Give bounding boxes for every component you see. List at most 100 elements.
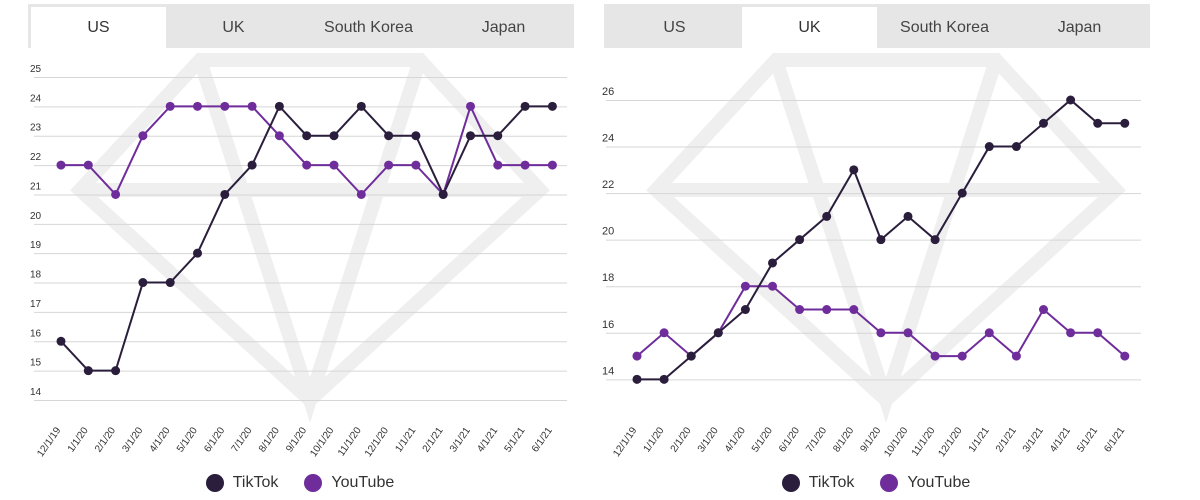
data-point-youtube xyxy=(1093,328,1103,338)
y-tick-label: 24 xyxy=(30,93,42,104)
y-tick-label: 23 xyxy=(30,123,42,134)
x-tick-label: 1/1/21 xyxy=(967,425,992,454)
data-point-tiktok xyxy=(632,374,642,384)
data-point-youtube xyxy=(83,160,93,170)
data-point-tiktok xyxy=(686,351,696,361)
data-point-youtube xyxy=(56,160,66,170)
x-tick-label: 1/1/20 xyxy=(642,425,667,454)
x-tick-label: 4/1/21 xyxy=(1048,425,1073,454)
data-point-youtube xyxy=(220,101,230,111)
country-tabs: US UK South Korea Japan xyxy=(604,4,1150,48)
x-tick-label: 9/1/20 xyxy=(858,425,883,454)
data-point-youtube xyxy=(795,305,805,315)
data-point-tiktok xyxy=(1066,95,1076,105)
data-point-youtube xyxy=(822,305,832,315)
x-tick-label: 10/1/20 xyxy=(308,425,336,459)
chart-legend: TikTok YouTube xyxy=(20,474,580,492)
y-tick-label: 22 xyxy=(602,179,614,191)
x-tick-label: 7/1/20 xyxy=(230,425,255,454)
data-point-tiktok xyxy=(768,258,777,268)
data-point-youtube xyxy=(193,101,202,111)
x-tick-label: 12/1/19 xyxy=(611,425,639,459)
data-point-tiktok xyxy=(384,131,394,141)
x-tick-label: 5/1/21 xyxy=(503,425,528,454)
data-point-youtube xyxy=(520,160,530,170)
data-point-tiktok xyxy=(520,101,530,111)
data-point-youtube xyxy=(411,160,421,170)
legend-label: TikTok xyxy=(808,474,855,491)
x-tick-label: 6/1/20 xyxy=(202,425,227,454)
series-line-youtube xyxy=(636,285,1126,358)
data-point-youtube xyxy=(740,281,750,291)
data-point-tiktok xyxy=(547,101,557,111)
tab-south-korea[interactable]: South Korea xyxy=(900,18,989,36)
x-tick-label: 12/1/20 xyxy=(937,425,965,459)
tab-us[interactable]: US xyxy=(31,7,166,48)
legend-item-youtube[interactable]: YouTube xyxy=(880,474,970,492)
data-point-tiktok xyxy=(56,336,66,346)
x-tick-label: 2/1/21 xyxy=(994,425,1019,454)
data-point-tiktok xyxy=(1093,118,1103,128)
data-point-tiktok xyxy=(876,235,886,245)
data-point-tiktok xyxy=(83,366,93,376)
data-point-youtube xyxy=(274,131,284,141)
tab-us[interactable]: US xyxy=(663,18,686,36)
data-point-tiktok xyxy=(411,131,421,141)
data-point-tiktok xyxy=(740,305,750,315)
legend-item-youtube[interactable]: YouTube xyxy=(304,474,394,492)
tab-japan[interactable]: Japan xyxy=(1057,18,1102,36)
data-point-tiktok xyxy=(247,160,257,170)
data-point-youtube xyxy=(384,160,394,170)
legend-item-tiktok[interactable]: TikTok xyxy=(781,474,855,492)
x-tick-label: 11/1/20 xyxy=(336,425,364,458)
y-tick-label: 14 xyxy=(602,365,614,377)
data-point-tiktok xyxy=(329,131,339,141)
x-tick-label: 2/1/20 xyxy=(669,425,694,454)
legend-label: TikTok xyxy=(232,474,279,491)
x-tick-label: 12/1/20 xyxy=(363,425,391,459)
x-tick-label: 1/1/21 xyxy=(393,425,418,454)
chart-legend: TikTok YouTube xyxy=(596,474,1156,492)
data-point-tiktok xyxy=(1011,142,1021,152)
x-tick-label: 2/1/21 xyxy=(421,425,446,454)
data-point-tiktok xyxy=(957,188,967,198)
x-tick-label: 8/1/20 xyxy=(257,425,282,454)
x-tick-label: 10/1/20 xyxy=(882,425,910,459)
x-tick-label: 12/1/19 xyxy=(35,425,63,459)
data-point-youtube xyxy=(466,101,475,111)
data-point-tiktok xyxy=(930,235,940,245)
data-point-tiktok xyxy=(274,101,284,111)
tab-south-korea[interactable]: South Korea xyxy=(324,18,413,36)
x-tick-label: 3/1/20 xyxy=(120,425,145,454)
data-point-youtube xyxy=(547,160,557,170)
watermark-facets xyxy=(656,57,1116,423)
data-point-tiktok xyxy=(713,328,723,338)
y-tick-label: 24 xyxy=(602,133,614,145)
data-point-tiktok xyxy=(493,131,503,141)
data-point-youtube xyxy=(165,101,175,111)
data-point-youtube xyxy=(876,328,886,338)
x-tick-label: 3/1/21 xyxy=(448,425,473,454)
data-point-youtube xyxy=(493,160,503,170)
x-tick-label: 6/1/21 xyxy=(530,425,555,454)
y-tick-label: 19 xyxy=(30,240,42,251)
data-point-tiktok xyxy=(903,211,913,221)
y-tick-label: 20 xyxy=(602,226,614,238)
y-tick-label: 25 xyxy=(30,64,42,75)
watermark-outline xyxy=(70,53,550,410)
legend-item-tiktok[interactable]: TikTok xyxy=(205,474,279,492)
tab-japan[interactable]: Japan xyxy=(481,18,526,36)
data-point-tiktok xyxy=(849,165,859,175)
tab-uk[interactable]: UK xyxy=(742,7,877,48)
y-tick-label: 15 xyxy=(30,358,42,369)
y-tick-label: 22 xyxy=(30,152,42,163)
tab-uk[interactable]: UK xyxy=(222,18,245,36)
data-point-youtube xyxy=(138,131,148,141)
y-tick-label: 18 xyxy=(602,272,614,284)
youtube-swatch-icon xyxy=(880,474,899,492)
x-tick-label: 7/1/20 xyxy=(804,425,829,454)
data-point-youtube xyxy=(1039,305,1048,315)
x-tick-label: 3/1/21 xyxy=(1021,425,1046,454)
data-point-tiktok xyxy=(138,278,148,288)
